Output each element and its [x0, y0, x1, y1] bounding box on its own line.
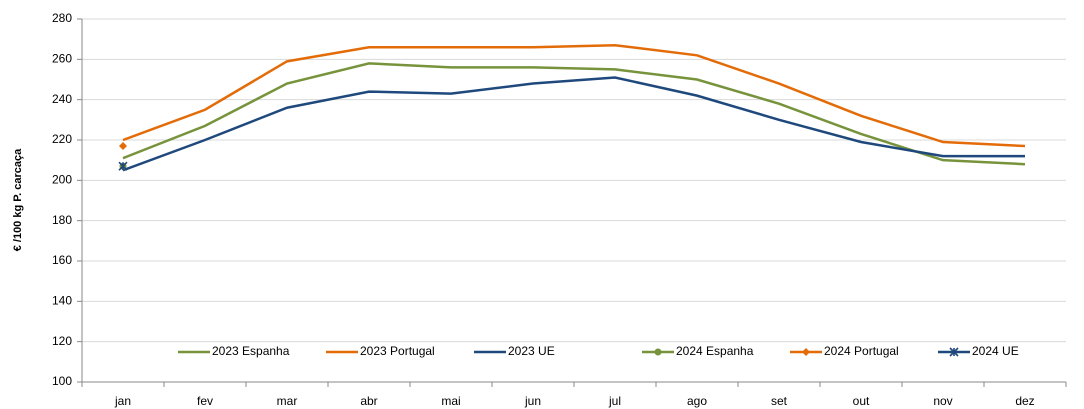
- series-line: [122, 43, 1026, 148]
- legend-item: 2024 UE: [938, 344, 1019, 358]
- x-tick-label: abr: [360, 394, 377, 408]
- legend-item: 2023 Portugal: [326, 344, 435, 358]
- marker: [118, 161, 128, 171]
- y-tick-label: 180: [52, 213, 72, 227]
- marker: [654, 348, 662, 356]
- legend-label: 2023 Portugal: [360, 344, 435, 358]
- series-line: [122, 76, 1025, 172]
- y-tick-label: 280: [52, 11, 72, 25]
- legend-item: 2024 Espanha: [642, 344, 754, 358]
- y-tick-label: 220: [52, 132, 72, 146]
- legend-label: 2024 UE: [972, 344, 1019, 358]
- x-tick-label: out: [853, 394, 870, 408]
- y-tick-label: 160: [52, 253, 72, 267]
- y-tick-label: 200: [52, 173, 72, 187]
- y-tick-label: 120: [52, 334, 72, 348]
- legend-item: 2024 Portugal: [790, 344, 899, 358]
- y-tick-label: 140: [52, 294, 72, 308]
- x-tick-label: fev: [197, 394, 213, 408]
- y-tick-label: 100: [52, 374, 72, 388]
- y-tick-label: 240: [52, 92, 72, 106]
- marker: [119, 142, 127, 151]
- series-line: [122, 62, 1026, 166]
- legend-label: 2023 Espanha: [212, 344, 290, 358]
- marker: [949, 347, 959, 357]
- x-tick-label: nov: [933, 394, 952, 408]
- x-tick-label: set: [771, 394, 788, 408]
- legend-item: 2023 Espanha: [178, 344, 290, 358]
- y-tick-label: 260: [52, 52, 72, 66]
- y-axis-label: € /100 kg P. carcaça: [12, 148, 24, 251]
- marker: [802, 348, 810, 356]
- x-tick-label: ago: [687, 394, 707, 408]
- x-tick-label: jul: [608, 394, 621, 408]
- legend-label: 2024 Portugal: [824, 344, 899, 358]
- legend-item: 2023 UE: [474, 344, 555, 358]
- x-tick-label: jan: [114, 394, 131, 408]
- x-tick-label: dez: [1015, 394, 1034, 408]
- x-tick-label: mai: [441, 394, 460, 408]
- x-tick-label: jun: [524, 394, 541, 408]
- legend-label: 2023 UE: [508, 344, 555, 358]
- legend-label: 2024 Espanha: [676, 344, 754, 358]
- x-tick-label: mar: [277, 394, 298, 408]
